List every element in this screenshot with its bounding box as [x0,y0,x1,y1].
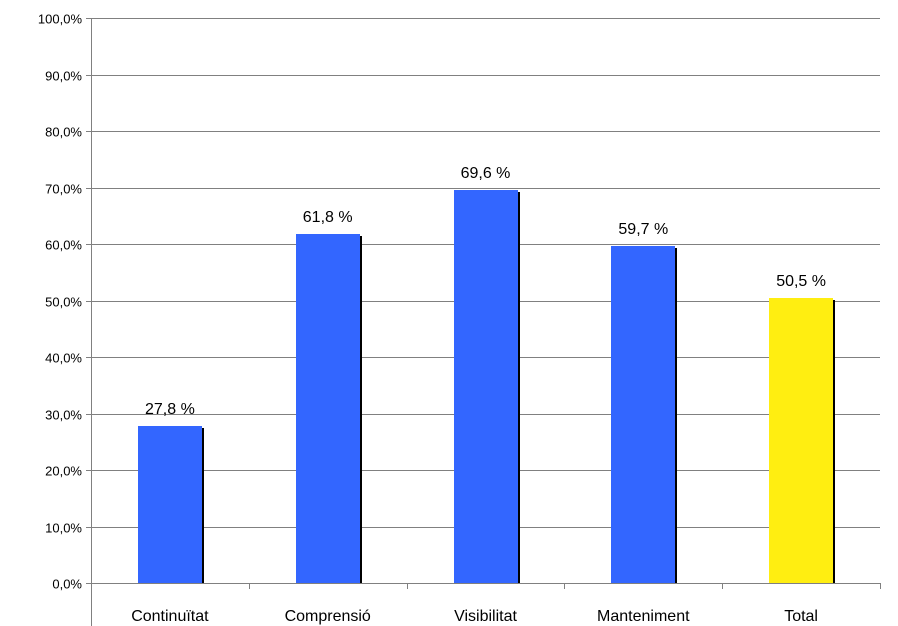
y-tick-label: 10,0% [45,521,82,536]
bar-comprensio [296,234,360,583]
y-axis-tick-labels: 0,0% 10,0% 20,0% 30,0% 40,0% 50,0% 60,0% 70,0% 8… [38,12,83,592]
x-category-label: Total [784,608,818,625]
y-tick-label: 60,0% [45,238,82,253]
y-tick-label: 20,0% [45,464,82,479]
y-tick-label: 90,0% [45,69,82,84]
bar-shadow [832,300,835,583]
axes [86,18,881,626]
bar-shadow [674,248,677,583]
x-category-label: Manteniment [597,608,690,625]
bar-total [769,298,833,583]
y-tick-label: 70,0% [45,182,82,197]
data-label: 59,7 % [618,221,668,238]
bar-shadow [517,192,520,583]
y-tick-label: 100,0% [38,12,83,27]
data-labels: 27,8 % 61,8 % 69,6 % 59,7 % 50,5 % [145,165,826,418]
y-tick-label: 80,0% [45,125,82,140]
y-tick-label: 30,0% [45,408,82,423]
data-label: 50,5 % [776,273,826,290]
bar-visibilitat [454,190,518,583]
y-tick-label: 40,0% [45,351,82,366]
y-tick-label: 0,0% [52,577,82,592]
bar-manteniment [611,246,675,583]
bar-continuitat [138,426,202,583]
data-label: 69,6 % [461,165,511,182]
bar-shadow [359,236,362,583]
x-axis-category-labels: Continuïtat Comprensió Visibilitat Mantenim… [131,608,818,625]
bar-shadow [201,428,204,583]
x-category-label: Visibilitat [454,608,517,625]
y-tick-label: 50,0% [45,295,82,310]
data-label: 27,8 % [145,401,195,418]
x-category-label: Continuïtat [131,608,209,625]
bars [138,190,835,583]
data-label: 61,8 % [303,209,353,226]
x-category-label: Comprensió [285,608,371,625]
